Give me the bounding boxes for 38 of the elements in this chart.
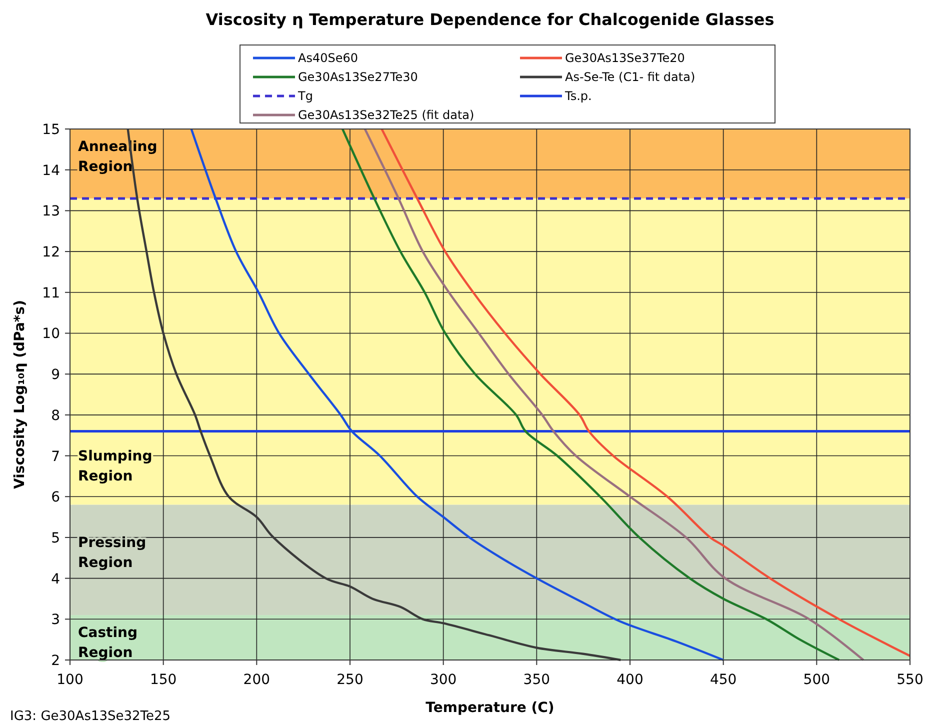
x-tick-label: 150 [150, 672, 177, 688]
band-label: Pressing Region [78, 534, 146, 571]
y-tick-label: 12 [42, 244, 60, 261]
x-tick-label: 100 [56, 672, 84, 688]
y-tick-label: 9 [51, 367, 60, 384]
line-series [190, 128, 724, 662]
x-tick-label: 400 [616, 672, 644, 688]
y-tick-label: 3 [51, 612, 60, 628]
chart-title: Viscosity η Temperature Dependence for Chalcogenide Glasses [206, 10, 774, 29]
y-tick-label: 13 [42, 204, 60, 220]
legend-label: Ts.p. [564, 89, 592, 103]
legend-label: Ge30As13Se27Te30 [298, 70, 418, 84]
x-tick-label: 450 [710, 672, 737, 688]
legend-label: As40Se60 [298, 51, 358, 65]
y-tick-label: 2 [51, 653, 60, 669]
x-tick-label: 200 [243, 672, 270, 688]
legend-label: As-Se-Te (C1- fit data) [565, 70, 696, 84]
band-label: Casting Region [78, 625, 138, 662]
legend-label: Tg [297, 89, 313, 103]
x-tick-label: 350 [523, 672, 550, 688]
text: IG3: Ge30As13Se32Te25 [10, 709, 171, 724]
x-tick-label: 300 [430, 672, 457, 688]
legend-label: Ge30As13Se32Te25 (fit data) [298, 108, 474, 122]
y-tick-label: 10 [42, 326, 60, 342]
y-tick-label: 4 [51, 571, 60, 588]
y-axis-title: Viscosity Log₁₀η (dPa*s) [12, 300, 28, 489]
x-tick-label: 550 [896, 672, 924, 688]
y-tick-label: 11 [42, 285, 60, 302]
x-tick-label: 250 [336, 672, 364, 688]
y-tick-label: 7 [51, 448, 60, 465]
x-axis-title: Temperature (C) [426, 700, 554, 716]
y-tick-label: 6 [51, 490, 60, 506]
x-tick-label: 500 [803, 672, 830, 688]
y-tick-label: 14 [42, 162, 60, 179]
legend-label: Ge30As13Se37Te20 [565, 51, 685, 65]
y-tick-label: 8 [51, 408, 60, 424]
y-tick-label: 5 [51, 530, 60, 546]
y-tick-label: 15 [42, 122, 60, 138]
